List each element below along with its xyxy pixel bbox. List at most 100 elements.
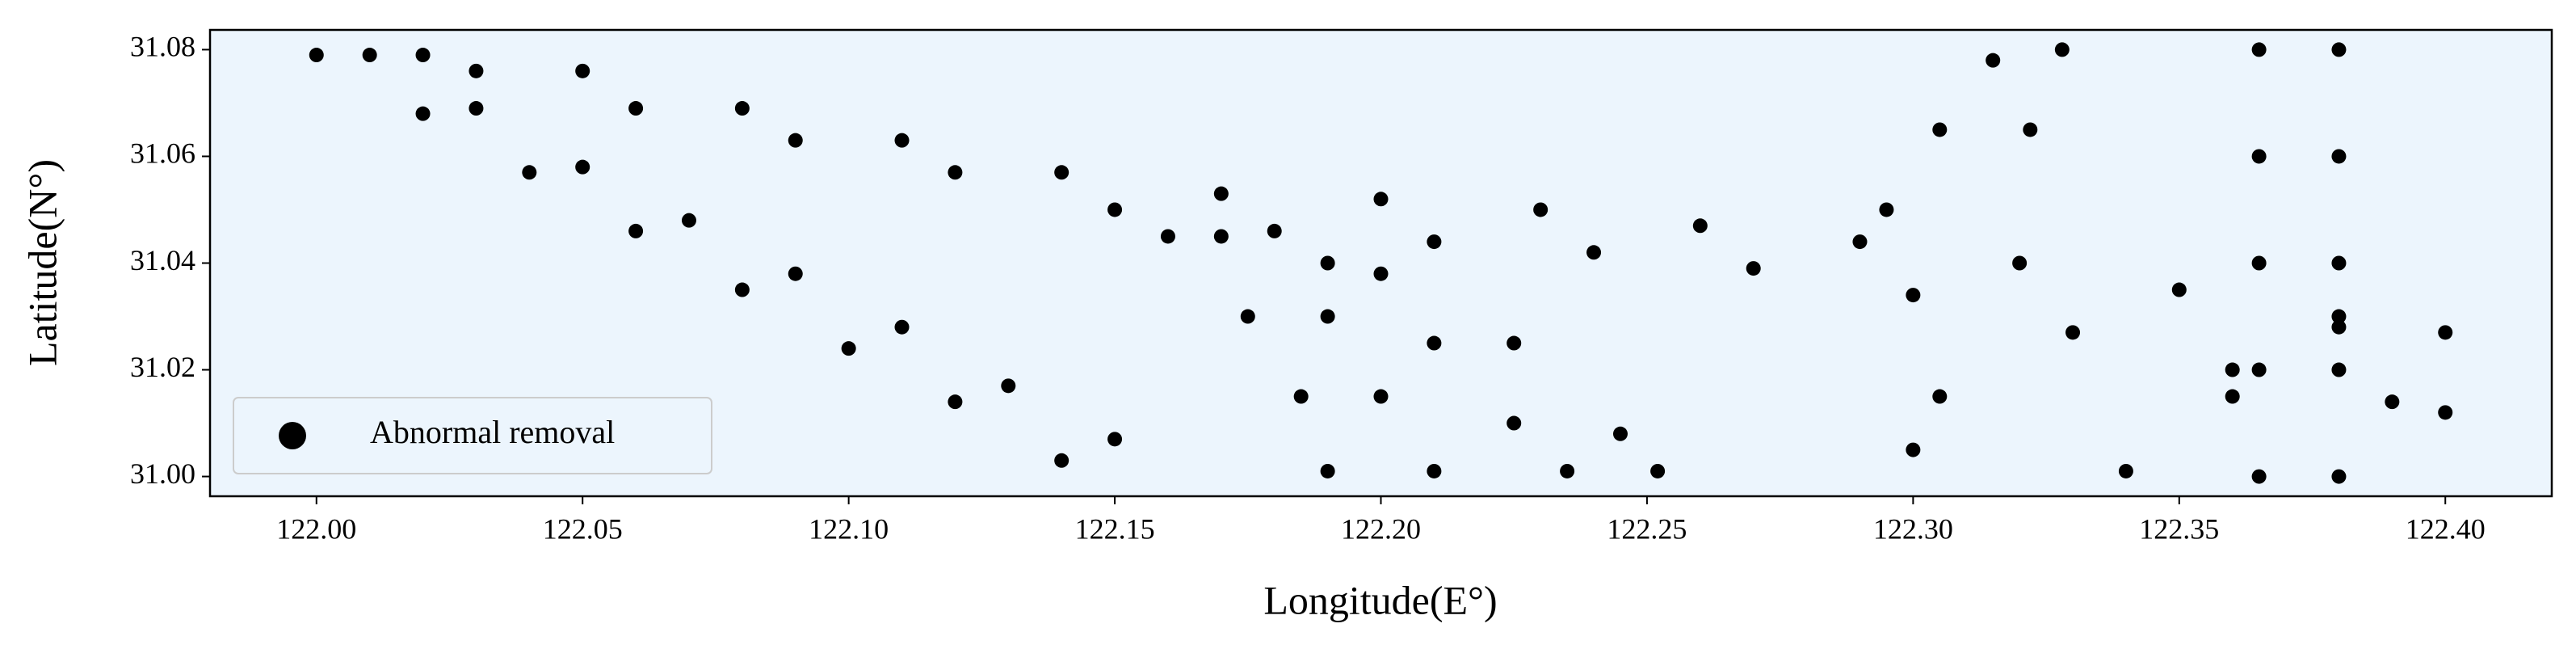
- point: [788, 266, 803, 281]
- point: [2438, 325, 2453, 340]
- point: [2331, 309, 2347, 324]
- point: [2171, 282, 2187, 297]
- point: [1692, 218, 1708, 234]
- point: [1650, 463, 1666, 478]
- point: [1054, 165, 1069, 180]
- y-tick-label: 31.02: [130, 351, 195, 383]
- point: [1427, 463, 1442, 478]
- point: [575, 63, 590, 78]
- point: [1320, 463, 1335, 478]
- point: [1293, 389, 1309, 404]
- x-tick-label: 122.10: [809, 512, 889, 545]
- x-axis-title: Longitude(E°): [1263, 577, 1497, 622]
- point: [1507, 415, 1522, 431]
- point: [309, 48, 324, 63]
- point: [1586, 245, 1602, 260]
- point: [2054, 42, 2070, 57]
- point: [2251, 469, 2267, 484]
- y-tick-label: 31.08: [130, 31, 195, 63]
- point: [734, 101, 750, 116]
- point: [415, 48, 431, 63]
- point: [788, 133, 803, 148]
- point: [2331, 319, 2347, 335]
- point: [734, 282, 750, 297]
- legend-marker: [279, 422, 306, 449]
- point: [1906, 442, 1921, 457]
- point: [2438, 405, 2453, 420]
- point: [1906, 288, 1921, 303]
- point: [1160, 229, 1175, 244]
- point: [1213, 186, 1229, 201]
- point: [2331, 149, 2347, 164]
- y-tick-label: 31.00: [130, 457, 195, 490]
- y-tick-label: 31.04: [130, 244, 195, 276]
- point: [1507, 335, 1522, 351]
- point: [1213, 229, 1229, 244]
- point: [1107, 432, 1123, 447]
- point: [948, 394, 963, 410]
- point: [1373, 266, 1389, 281]
- y-tick-label: 31.06: [130, 137, 195, 170]
- point: [1932, 389, 1948, 404]
- point: [415, 106, 431, 121]
- point: [2023, 122, 2038, 137]
- point: [2251, 149, 2267, 164]
- point: [841, 341, 856, 356]
- point: [2331, 42, 2347, 57]
- point: [1001, 378, 1016, 394]
- point: [2251, 255, 2267, 271]
- point: [1746, 261, 1761, 276]
- point: [894, 319, 910, 335]
- point: [681, 213, 696, 228]
- point: [1427, 335, 1442, 351]
- point: [2225, 389, 2240, 404]
- legend-label: Abnormal removal: [370, 414, 615, 450]
- x-tick-label: 122.30: [1873, 512, 1953, 545]
- point: [1373, 192, 1389, 207]
- point: [2012, 255, 2028, 271]
- point: [2331, 469, 2347, 484]
- point: [1533, 202, 1549, 217]
- point: [1373, 389, 1389, 404]
- point: [2065, 325, 2081, 340]
- point: [469, 63, 484, 78]
- x-tick-label: 122.35: [2139, 512, 2219, 545]
- point: [948, 165, 963, 180]
- point: [1320, 309, 1335, 324]
- point: [894, 133, 910, 148]
- point: [1320, 255, 1335, 271]
- legend-box: [233, 397, 712, 474]
- x-tick-label: 122.00: [276, 512, 356, 545]
- y-axis-title: Latitude(N°): [19, 159, 65, 366]
- point: [1054, 453, 1069, 468]
- point: [2331, 255, 2347, 271]
- point: [2118, 463, 2133, 478]
- point: [522, 165, 537, 180]
- point: [1240, 309, 1255, 324]
- x-tick-label: 122.05: [543, 512, 623, 545]
- point: [469, 101, 484, 116]
- point: [628, 101, 644, 116]
- x-tick-label: 122.20: [1341, 512, 1421, 545]
- point: [362, 48, 377, 63]
- plot-frame: [208, 28, 2553, 498]
- point: [1107, 202, 1123, 217]
- point: [575, 159, 590, 175]
- x-tick-label: 122.40: [2406, 512, 2486, 545]
- point: [2251, 362, 2267, 377]
- point: [1932, 122, 1948, 137]
- point: [628, 223, 644, 238]
- point: [2251, 42, 2267, 57]
- point: [1879, 202, 1894, 217]
- point: [1852, 234, 1868, 250]
- point: [2385, 394, 2400, 410]
- point: [1427, 234, 1442, 250]
- point: [1560, 463, 1575, 478]
- point: [1612, 426, 1628, 441]
- x-tick-label: 122.25: [1607, 512, 1687, 545]
- point: [2225, 362, 2240, 377]
- point: [1986, 53, 2001, 68]
- point: [1267, 223, 1282, 238]
